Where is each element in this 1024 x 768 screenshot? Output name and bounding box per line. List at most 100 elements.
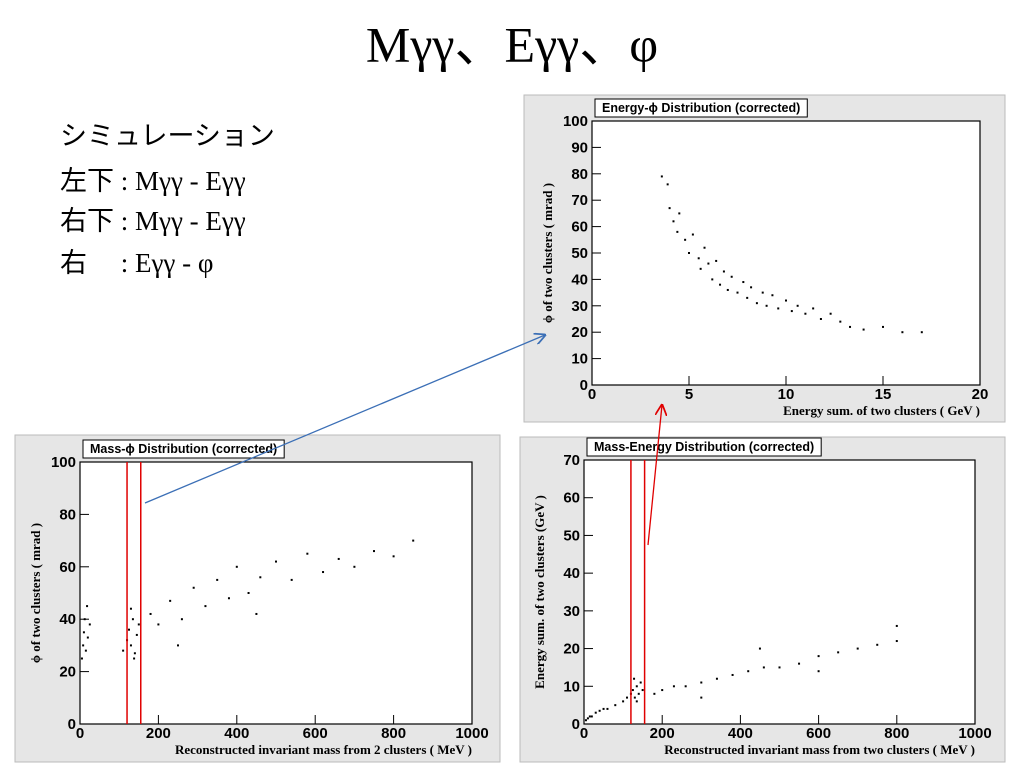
point: [750, 286, 753, 289]
note: 左下 : Mγγ - Eγγ: [60, 166, 246, 196]
y-tick-label: 80: [59, 506, 76, 523]
point: [691, 233, 694, 236]
y-tick-label: 60: [563, 490, 580, 507]
note: 右下 : Mγγ - Eγγ: [60, 206, 246, 236]
y-tick-label: 20: [571, 324, 588, 341]
point: [598, 709, 601, 712]
point: [635, 700, 638, 703]
point: [129, 607, 132, 610]
point: [290, 578, 293, 581]
point: [785, 299, 787, 302]
point: [711, 278, 714, 281]
point: [216, 578, 219, 581]
y-axis-label: Energy sum. of two clusters (GeV ): [532, 495, 547, 689]
point: [849, 325, 852, 328]
point: [672, 685, 675, 688]
point: [901, 331, 904, 334]
x-tick-label: 800: [884, 725, 909, 742]
point: [719, 283, 722, 286]
point: [699, 267, 702, 270]
x-tick-label: 0: [76, 725, 84, 742]
point: [730, 275, 733, 278]
point: [204, 605, 207, 608]
point: [777, 307, 780, 310]
point: [122, 649, 125, 652]
y-tick-label: 40: [571, 271, 588, 288]
plot-area: [591, 120, 981, 386]
point: [622, 700, 625, 703]
point: [392, 555, 395, 558]
point: [590, 715, 593, 718]
point: [697, 257, 700, 260]
y-tick-label: 40: [59, 611, 76, 628]
point: [819, 318, 822, 320]
x-tick-label: 200: [650, 725, 675, 742]
point: [373, 550, 375, 553]
y-tick-label: 30: [571, 298, 588, 315]
y-tick-label: 20: [59, 664, 76, 681]
y-tick-label: 60: [59, 559, 76, 576]
point: [149, 612, 152, 615]
point: [790, 310, 793, 313]
point: [247, 592, 250, 594]
point: [82, 631, 85, 634]
point: [128, 628, 130, 631]
point: [755, 302, 758, 305]
point: [876, 643, 879, 646]
note: シミュレーション: [60, 121, 275, 151]
point: [633, 677, 636, 680]
point: [133, 657, 136, 660]
point: [637, 692, 640, 695]
point: [804, 312, 807, 315]
point: [736, 291, 739, 294]
point: [829, 312, 832, 315]
point: [726, 288, 729, 291]
y-tick-label: 50: [563, 527, 580, 544]
point: [747, 670, 750, 673]
point: [746, 296, 749, 299]
point: [700, 681, 703, 684]
y-tick-label: 70: [571, 192, 588, 209]
point: [177, 644, 179, 647]
point: [602, 707, 605, 710]
point: [882, 325, 884, 328]
y-tick-label: 60: [571, 219, 588, 236]
point: [796, 304, 799, 307]
point: [668, 207, 671, 210]
point: [235, 565, 238, 568]
y-axis-label: ϕ of two clusters ( mrad ): [28, 523, 43, 663]
point: [661, 689, 664, 692]
x-tick-label: 200: [146, 725, 171, 742]
point: [169, 599, 172, 602]
x-tick-label: 800: [381, 725, 406, 742]
x-axis-label: Reconstructed invariant mass from two cl…: [664, 742, 975, 757]
point: [641, 689, 644, 692]
point: [684, 238, 687, 241]
plot-title: Mass-Energy Distribution (corrected): [594, 440, 814, 454]
point: [731, 673, 734, 676]
point: [322, 571, 325, 574]
point: [84, 649, 87, 652]
x-tick-label: 10: [778, 386, 795, 403]
x-tick-label: 0: [588, 386, 596, 403]
point: [86, 605, 89, 608]
point: [227, 597, 230, 600]
y-tick-label: 0: [68, 716, 76, 733]
point: [633, 696, 636, 699]
x-tick-label: 15: [875, 386, 892, 403]
point: [742, 281, 745, 284]
point: [306, 552, 309, 555]
point: [192, 586, 195, 589]
point: [586, 717, 589, 720]
point: [412, 539, 415, 542]
y-tick-label: 40: [563, 565, 580, 582]
point: [653, 692, 656, 695]
y-tick-label: 100: [51, 454, 76, 471]
point: [678, 212, 681, 215]
plot-area: [79, 461, 473, 725]
point: [762, 666, 765, 669]
point: [584, 719, 587, 722]
point: [837, 651, 840, 654]
point: [635, 685, 638, 688]
